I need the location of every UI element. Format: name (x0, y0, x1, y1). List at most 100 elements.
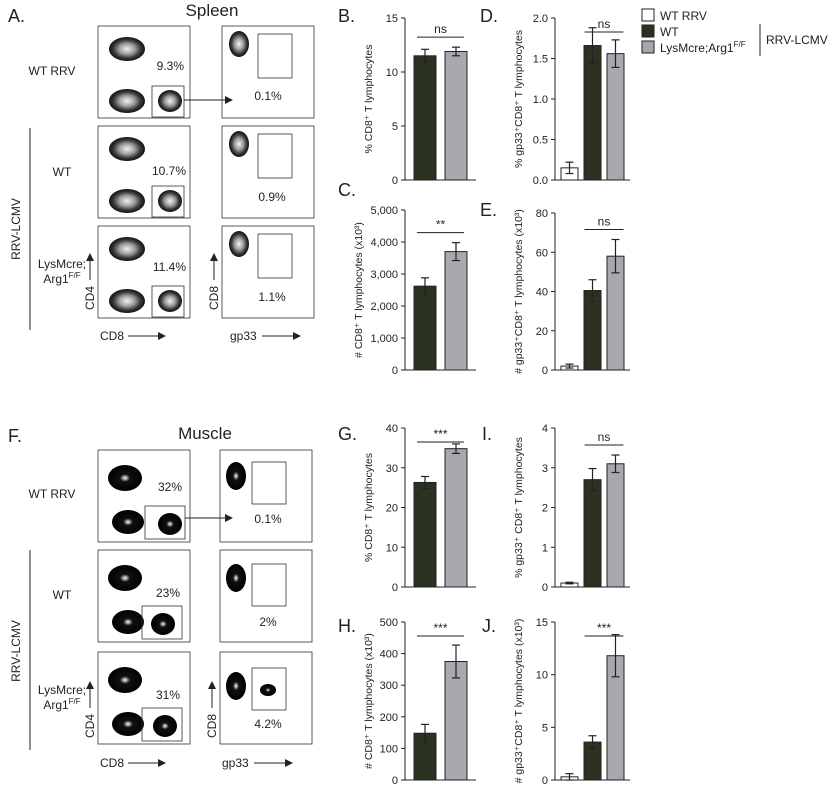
chart-j-tick-label: 0 (542, 775, 548, 787)
muscle-axis-gp33: gp33 (222, 756, 249, 770)
legend-label-wt: WT (660, 25, 679, 39)
spleen-pct-gp33-lys: 1.1% (258, 290, 286, 304)
chart-b-bar (413, 55, 437, 181)
chart-g-bar (444, 448, 468, 588)
chart-i-ylabel: % gp33⁺ CD8⁺ T lymphocytes (513, 437, 525, 578)
panel-letter-g: G. (338, 424, 357, 444)
chart-h-bar (444, 661, 468, 781)
chart-e-significance-label: ns (598, 214, 611, 228)
chart-g: 0 10 20 30 40 % CD8⁺ T lymphocytes *** (363, 423, 476, 594)
spleen-gp33-gate-3 (257, 233, 293, 279)
chart-j-significance-label: *** (597, 621, 611, 635)
chart-i-tick-label: 0 (542, 582, 548, 594)
chart-c-bar (413, 285, 437, 371)
chart-h-significance-label: *** (433, 621, 447, 635)
chart-i-tick-label: 4 (542, 423, 548, 435)
spleen-flow-plots: WT RRV WT LysMcre; Arg1F/F RRV-LCMV (9, 25, 315, 343)
chart-d-ylabel: % gp33⁺CD8⁺ T lymphocytes (513, 30, 525, 168)
spleen-cd4cd8-populations (109, 37, 182, 313)
spleen-gp33-frame-1 (221, 25, 315, 119)
chart-b-significance-label: ns (434, 22, 447, 36)
panel-letter-b: B. (338, 6, 355, 26)
legend-label-wt-rrv: WT RRV (660, 9, 707, 23)
panel-letter-h: H. (338, 616, 356, 636)
legend-label-lysmcre: LysMcre;Arg1F/F (660, 40, 746, 55)
panel-letter-f: F. (8, 426, 22, 446)
spleen-pct-gp33-wt: 0.9% (258, 190, 286, 204)
chart-h-tick-label: 500 (380, 617, 398, 629)
spleen-pct-cd8-lys: 11.4% (153, 260, 186, 274)
panel-letter-j: J. (482, 616, 496, 636)
spleen-axis-cd8: CD8 (100, 329, 124, 343)
row-label-arg1-muscle: Arg1F/F (43, 697, 80, 712)
chart-g-tick-label: 20 (386, 503, 398, 515)
row-label-wt-rrv: WT RRV (29, 64, 76, 78)
muscle-pct-cd8-wt-rrv: 32% (158, 480, 182, 494)
muscle-flow-plots: WT RRV WT LysMcre; Arg1F/F RRV-LCMV (9, 449, 313, 770)
chart-g-tick-label: 0 (392, 582, 398, 594)
spleen-pct-cd8-wt: 10.7% (152, 164, 186, 178)
spleen-cd8-gate-2 (151, 185, 185, 218)
group-label-rrv-lcmv: RRV-LCMV (9, 198, 23, 260)
chart-i-tick-label: 2 (542, 503, 548, 515)
chart-c-tick-label: 1,000 (370, 333, 398, 345)
chart-i-tick-label: 3 (542, 463, 548, 475)
legend-bracket-label: RRV-LCMV (766, 33, 828, 47)
chart-i-significance-label: ns (598, 430, 611, 444)
chart-h-tick-label: 100 (380, 743, 398, 755)
chart-d-bar (606, 53, 625, 181)
chart-c: 0 1,000 2,000 3,000 4,000 5,000 # CD8⁺ T lymph… (353, 205, 476, 377)
legend-swatch-wt (641, 24, 655, 38)
spleen-gp33-gate-1 (257, 33, 293, 79)
chart-c-tick-label: 5,000 (370, 205, 398, 217)
chart-b-tick-label: 10 (386, 67, 398, 79)
chart-j-tick-label: 5 (542, 722, 548, 734)
chart-b-tick-label: 5 (392, 121, 398, 133)
muscle-pct-cd8-lys: 31% (156, 688, 180, 702)
chart-i-bar (583, 479, 602, 588)
chart-h: 0 100 200 300 400 500 # CD8⁺ T lymphocytes (x1… (363, 617, 476, 787)
chart-i: 0 1 2 3 4 % gp33⁺ CD8⁺ T lymphocytes ns (513, 423, 630, 594)
chart-c-ylabel: # CD8⁺ T lymphocytes (x10³) (353, 222, 365, 358)
chart-d-significance-label: ns (598, 17, 611, 31)
chart-j-tick-label: 15 (536, 617, 548, 629)
chart-b-tick-label: 0 (392, 175, 398, 187)
legend-swatch-wt-rrv (641, 8, 655, 22)
muscle-gp33-populations (226, 462, 276, 700)
chart-e-tick-label: 0 (542, 365, 548, 377)
chart-i-bar (606, 463, 625, 588)
chart-e-ylabel: # gp33⁺CD8⁺ T lymphocytes (x10³) (513, 209, 525, 374)
legend: WT RRV WT LysMcre;Arg1F/F RRV-LCMV (641, 8, 828, 56)
spleen-axis-cd4: CD4 (83, 286, 97, 310)
muscle-pct-gp33-wt-rrv: 0.1% (254, 512, 282, 526)
chart-b-ylabel: % CD8⁺ T lymphocytes (363, 44, 375, 153)
muscle-gp33-gate-1 (251, 461, 287, 505)
chart-h-tick-label: 200 (380, 712, 398, 724)
chart-d: 0.0 0.5 1.0 1.5 2.0 % gp33⁺CD8⁺ T lymphocytes… (513, 13, 630, 187)
chart-h-tick-label: 400 (380, 649, 398, 661)
muscle-axis-cd4: CD4 (83, 714, 97, 738)
panel-letter-a: A. (8, 6, 25, 26)
chart-b: 0 5 10 15 % CD8⁺ T lymphocytes ns (363, 13, 476, 187)
chart-h-tick-label: 0 (392, 775, 398, 787)
chart-g-tick-label: 40 (386, 423, 398, 435)
chart-c-tick-label: 4,000 (370, 237, 398, 249)
chart-e-tick-label: 80 (536, 208, 548, 220)
muscle-axis-cd8-vertical: CD8 (205, 714, 219, 738)
chart-c-tick-label: 2,000 (370, 301, 398, 313)
chart-e-tick-label: 60 (536, 247, 548, 259)
spleen-pct-gp33-wt-rrv: 0.1% (254, 89, 282, 103)
chart-g-ylabel: % CD8⁺ T lymphocytes (363, 453, 375, 562)
chart-h-ylabel: # CD8⁺ T lymphocytes (x10³) (363, 633, 375, 769)
group-label-rrv-lcmv-muscle: RRV-LCMV (9, 620, 23, 682)
spleen-title: Spleen (186, 1, 239, 20)
row-label-wt: WT (53, 165, 72, 179)
row-label-wt-rrv-muscle: WT RRV (29, 487, 76, 501)
muscle-cd8-gate-1 (144, 505, 186, 540)
chart-d-bar (583, 45, 602, 181)
chart-i-tick-label: 1 (542, 542, 548, 554)
panel-letter-c: C. (338, 180, 356, 200)
chart-c-tick-label: 3,000 (370, 269, 398, 281)
